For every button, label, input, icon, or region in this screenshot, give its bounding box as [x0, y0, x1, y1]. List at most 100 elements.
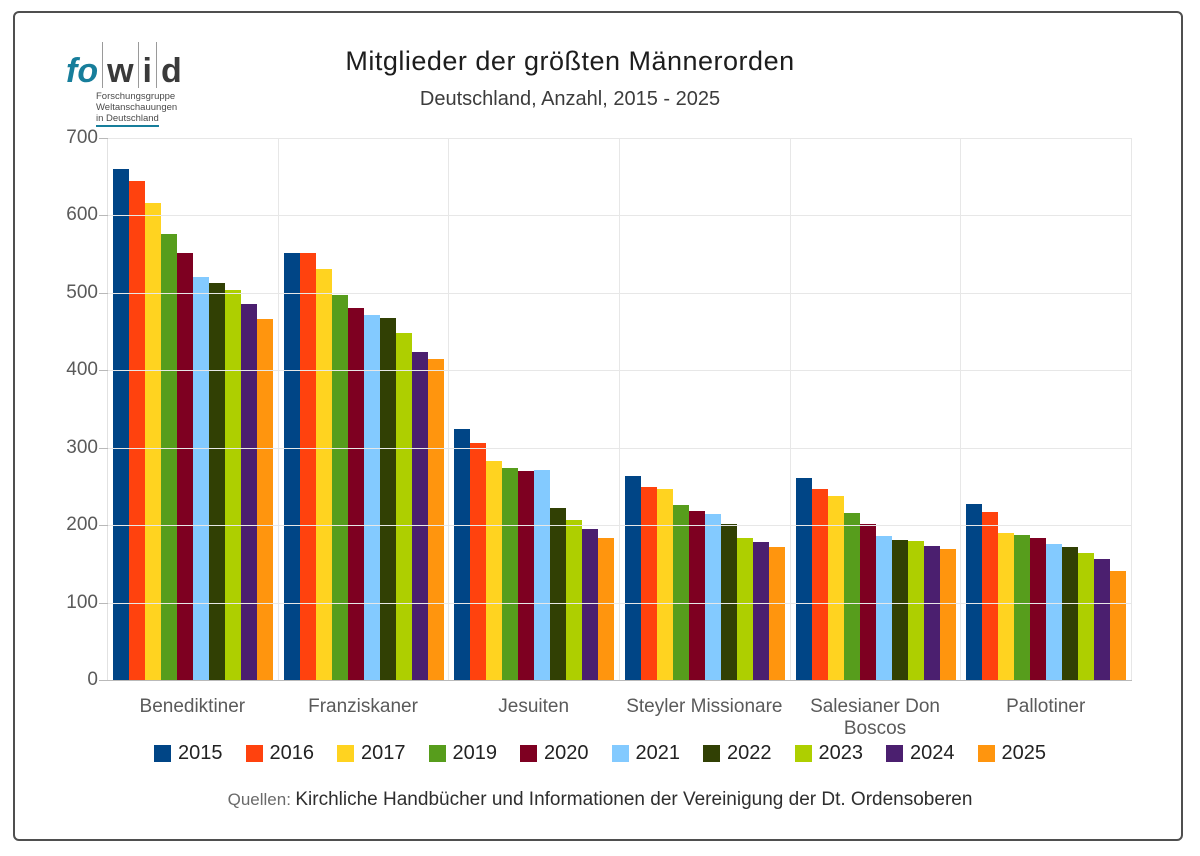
legend-label: 2016 [269, 742, 315, 764]
y-axis-tick [99, 525, 108, 527]
category-label: Steyler Missionare [626, 696, 783, 717]
bar-2019 [843, 512, 860, 680]
bar-group-franziskaner [279, 138, 450, 680]
logo-subline: Weltanschauungen [96, 102, 178, 113]
bar-2023 [224, 289, 241, 680]
y-axis-tick [99, 138, 108, 139]
legend-label: 2019 [452, 742, 498, 764]
bar-2024 [411, 352, 428, 680]
bar-2016 [811, 488, 828, 680]
gridline [108, 525, 1132, 527]
chart-subtitle: Deutschland, Anzahl, 2015 - 2025 [419, 88, 721, 110]
y-axis-tick [99, 680, 108, 681]
bar-2023 [395, 333, 412, 680]
legend-label: 2022 [727, 742, 772, 764]
legend-label: 2020 [544, 742, 589, 764]
bar-2017 [656, 488, 673, 680]
source-text: Kirchliche Handbücher und Informationen … [295, 789, 973, 810]
fowid-logo-wordmark: fo w i d [66, 42, 182, 88]
bar-2017 [998, 532, 1015, 680]
bar-2022 [1062, 546, 1079, 680]
logo-subline: Forschungsgruppe [96, 91, 176, 102]
bar-2015 [454, 429, 471, 680]
bar-2021 [704, 514, 721, 680]
y-axis-tick [99, 215, 108, 217]
category-label: Pallotiner [1006, 696, 1086, 717]
bar-2019 [160, 234, 177, 680]
bar-2025 [427, 358, 444, 680]
bar-2016 [982, 511, 999, 680]
legend-swatch-icon [520, 745, 537, 762]
y-axis-tick [99, 370, 108, 372]
bar-2017 [486, 460, 503, 680]
bar-2015 [283, 252, 300, 680]
bar-2020 [688, 511, 705, 680]
bar-2015 [112, 168, 129, 680]
logo-text-fo: fo [66, 52, 99, 90]
bar-2021 [1046, 543, 1063, 680]
legend-label: 2017 [361, 742, 406, 764]
y-axis-tick-label: 100 [66, 591, 98, 613]
legend-swatch-icon [245, 745, 263, 762]
bar-2025 [939, 549, 956, 680]
fowid-logo: fo w i d Forschungsgruppe Weltanschauung… [66, 42, 182, 127]
bar-group-pallotiner [961, 138, 1133, 680]
bar-group-jesuiten [449, 138, 621, 680]
bar-group-steyler-missionare [620, 138, 791, 680]
bar-2024 [240, 303, 257, 680]
bar-2025 [598, 538, 615, 680]
bar-2020 [518, 470, 535, 680]
legend-item-2020: 2020 [520, 742, 589, 765]
bar-2025 [256, 319, 273, 680]
legend-label: 2024 [910, 742, 955, 764]
bar-2024 [1094, 559, 1111, 680]
bar-2020 [347, 307, 364, 680]
y-axis-tick [99, 602, 108, 604]
legend-swatch-icon [703, 745, 720, 762]
y-axis-tick [99, 447, 108, 449]
category-label: Salesianer Don Boscos [810, 696, 940, 739]
source-line: Quellen: Kirchliche Handbücher und Infor… [0, 789, 1200, 811]
x-axis-category-labels: Benediktiner Franziskaner Jesuiten Steyler … [107, 696, 1131, 740]
bar-2021 [875, 535, 892, 680]
legend-swatch-icon [611, 745, 629, 762]
legend-label: 2025 [1001, 742, 1047, 764]
legend-item-2023: 2023 [794, 742, 863, 765]
bar-2016 [640, 487, 657, 680]
legend-swatch-icon [337, 745, 354, 762]
legend-swatch-icon [428, 745, 446, 762]
bar-2017 [144, 203, 161, 680]
legend-item-2024: 2024 [886, 742, 955, 765]
bar-2019 [331, 295, 348, 680]
legend-swatch-icon [154, 745, 171, 762]
bar-2020 [176, 253, 193, 680]
legend-item-2022: 2022 [703, 742, 772, 765]
gridline [108, 447, 1132, 449]
legend-swatch-icon [794, 745, 812, 762]
bar-2024 [923, 546, 940, 680]
bar-2021 [534, 470, 551, 680]
y-axis-tick-label: 400 [66, 359, 98, 381]
legend-item-2019: 2019 [428, 742, 498, 765]
bar-2019 [502, 467, 519, 680]
legend-swatch-icon [977, 745, 995, 762]
bar-2022 [379, 318, 396, 680]
bar-2019 [1014, 535, 1031, 680]
bar-2019 [672, 505, 689, 680]
bar-2024 [582, 529, 599, 680]
legend-item-2015: 2015 [154, 742, 223, 765]
y-axis-tick-label: 700 [66, 127, 98, 148]
legend-item-2025: 2025 [977, 742, 1047, 765]
chart-title: Mitglieder der größten Männerorden [345, 46, 795, 76]
gridline [108, 215, 1132, 217]
logo-text-i: i [142, 52, 152, 90]
fowid-logo-subtitle: Forschungsgruppe Weltanschauungen in Deu… [96, 91, 182, 127]
gridline [108, 602, 1132, 604]
legend-item-2016: 2016 [245, 742, 315, 765]
y-axis-tick-label: 300 [66, 436, 98, 458]
bar-2017 [315, 268, 332, 680]
bar-group-salesianer-don-boscos [791, 138, 962, 680]
bar-2022 [720, 523, 737, 680]
logo-text-w: w [107, 52, 134, 90]
